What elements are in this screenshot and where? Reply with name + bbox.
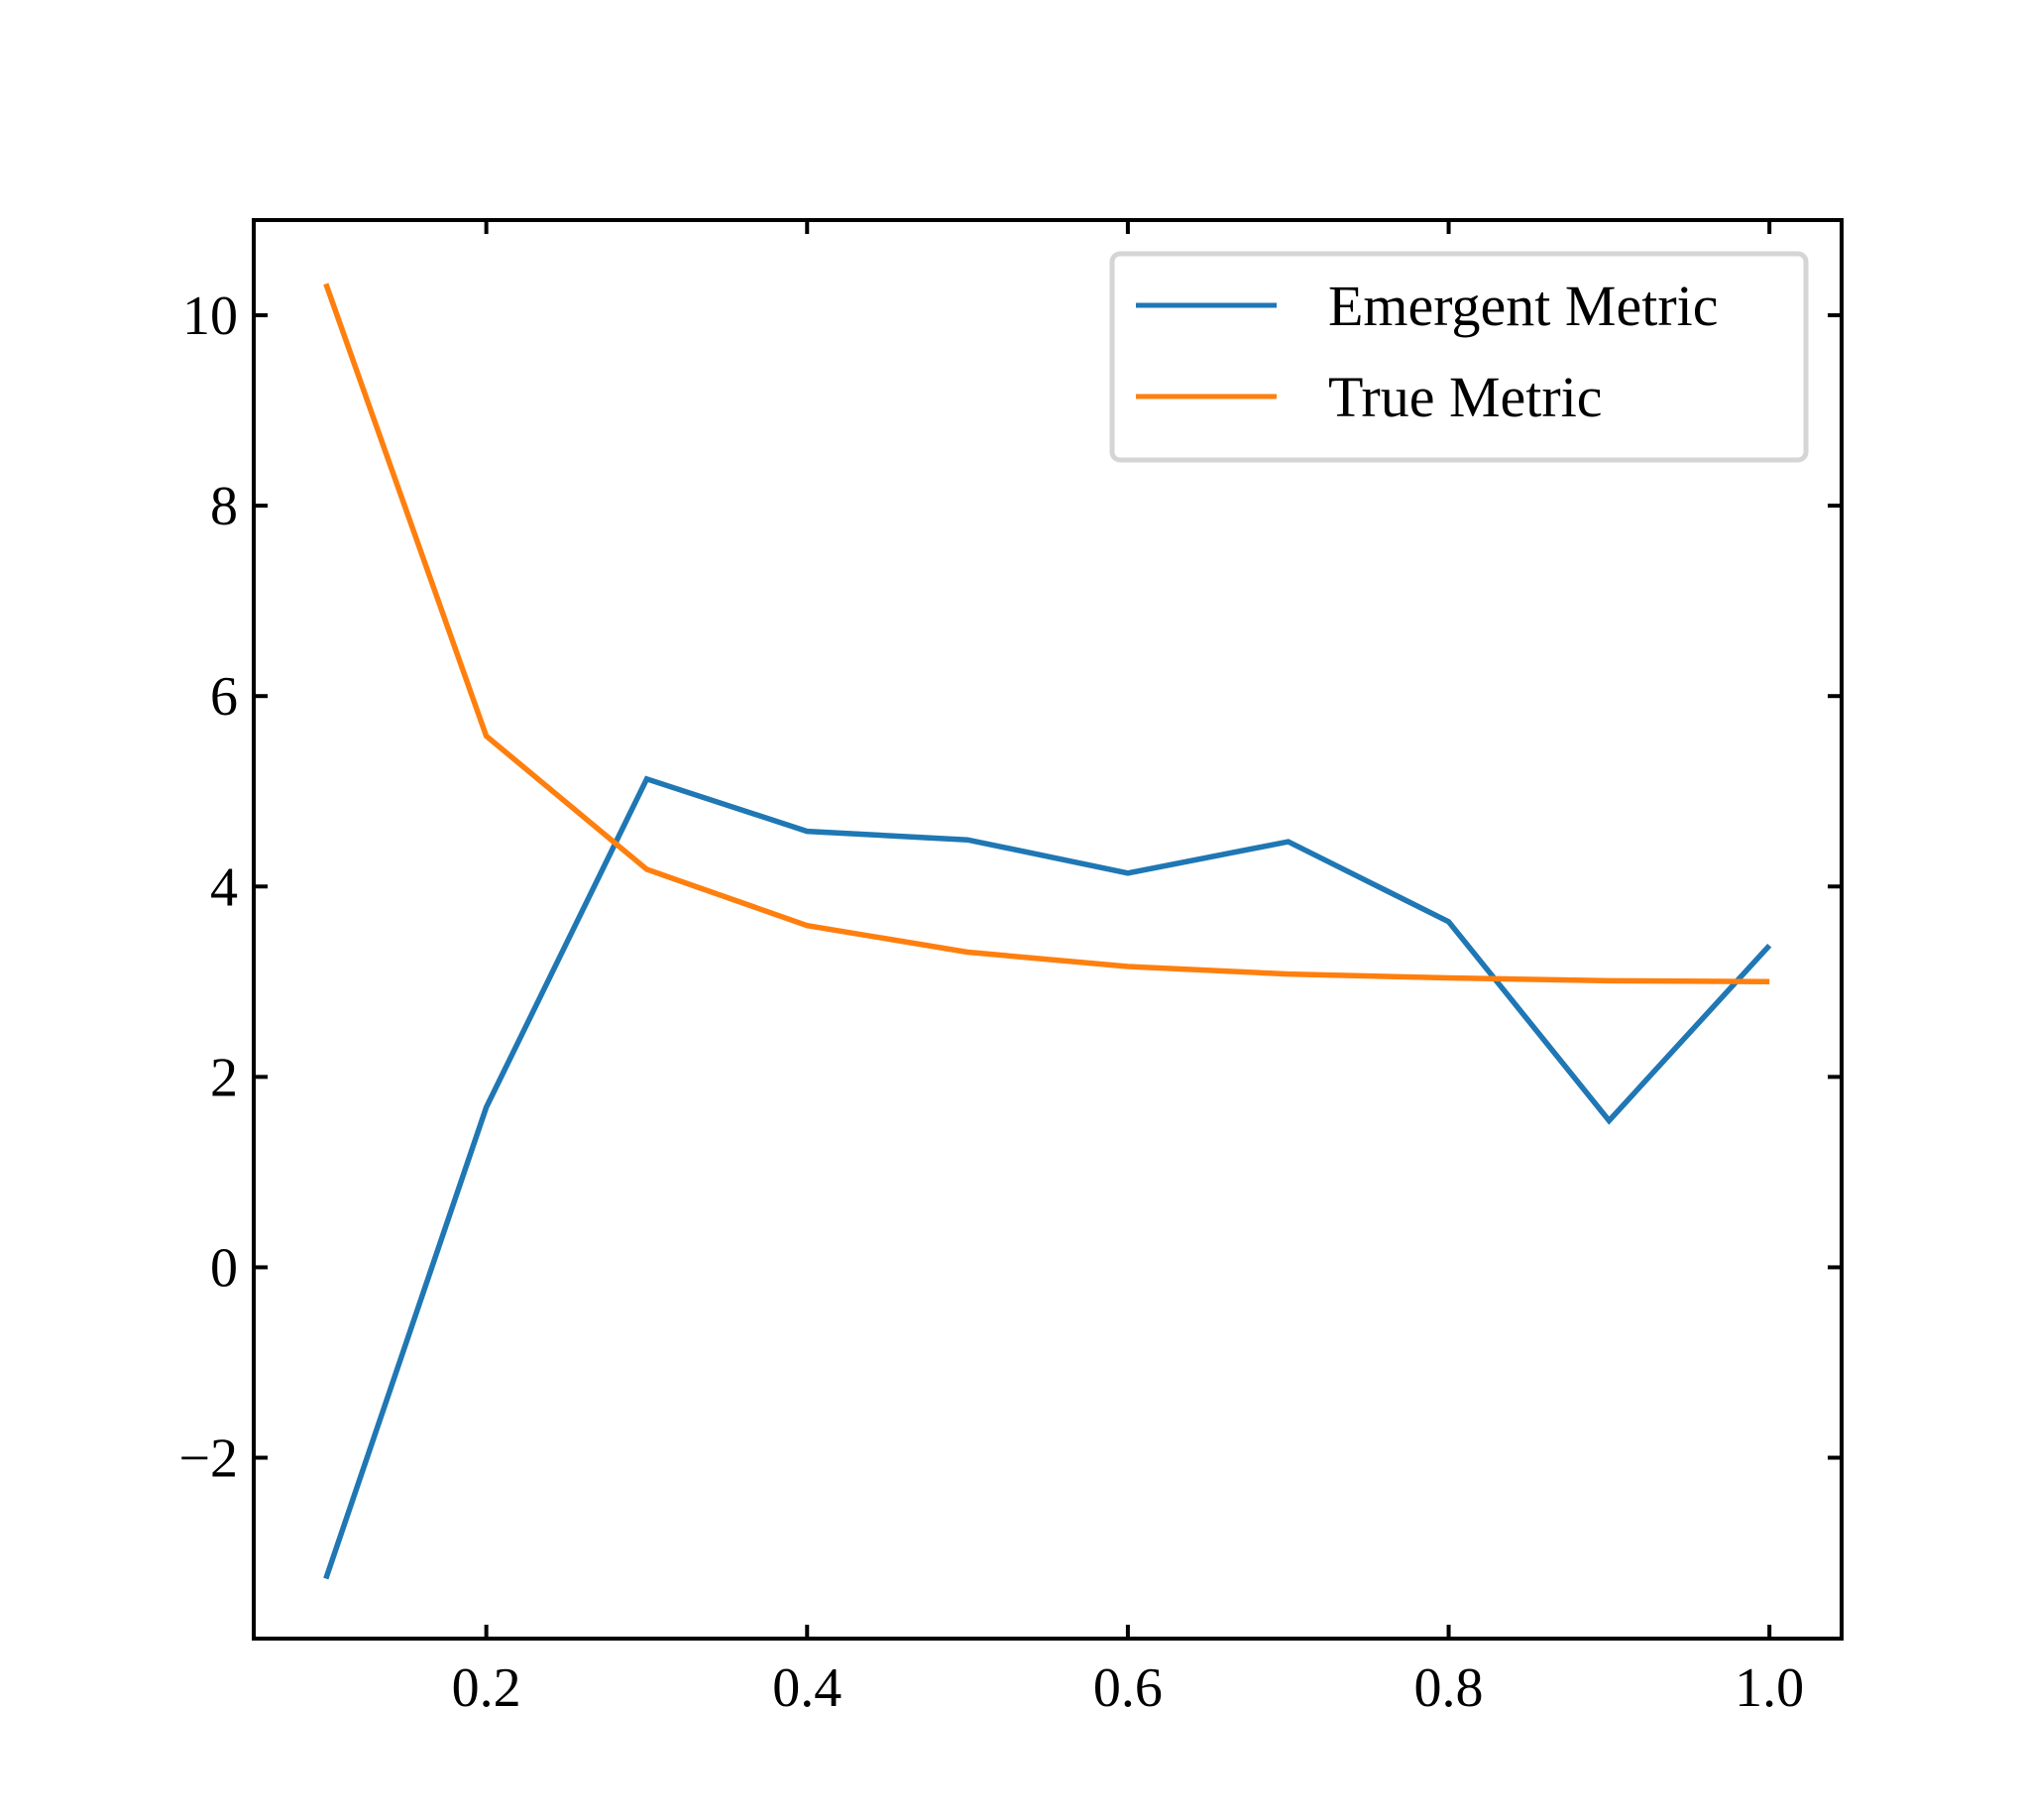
series-layer bbox=[323, 283, 1772, 1580]
x-tick-label: 0.4 bbox=[772, 1657, 842, 1719]
x-tick-label: 0.2 bbox=[452, 1657, 521, 1719]
y-tick-label: 6 bbox=[210, 666, 238, 728]
ticks-layer: 0.2 0.4 0.6 0.8 1.0 −2 0 2 4 6 8 10 bbox=[178, 220, 1842, 1719]
plot-area-frame bbox=[252, 218, 1844, 1641]
series-line-true-metric bbox=[323, 283, 1770, 985]
y-tick-label: 10 bbox=[182, 285, 238, 347]
y-tick-label: −2 bbox=[178, 1428, 238, 1490]
x-tick-label: 0.8 bbox=[1414, 1657, 1484, 1719]
y-tick-label: 0 bbox=[210, 1237, 238, 1299]
legend-label-true-metric: True Metric bbox=[1328, 365, 1603, 429]
legend: Emergent Metric True Metric bbox=[1109, 251, 1809, 463]
x-tick-label: 0.6 bbox=[1093, 1657, 1163, 1719]
legend-label-emergent-metric: Emergent Metric bbox=[1328, 274, 1719, 338]
y-tick-label: 4 bbox=[210, 856, 238, 918]
y-tick-label: 8 bbox=[210, 476, 238, 537]
x-tick-label: 1.0 bbox=[1735, 1657, 1804, 1719]
legend-box bbox=[1109, 251, 1809, 463]
series-line-emergent-metric bbox=[323, 775, 1772, 1580]
y-tick-label: 2 bbox=[210, 1047, 238, 1108]
